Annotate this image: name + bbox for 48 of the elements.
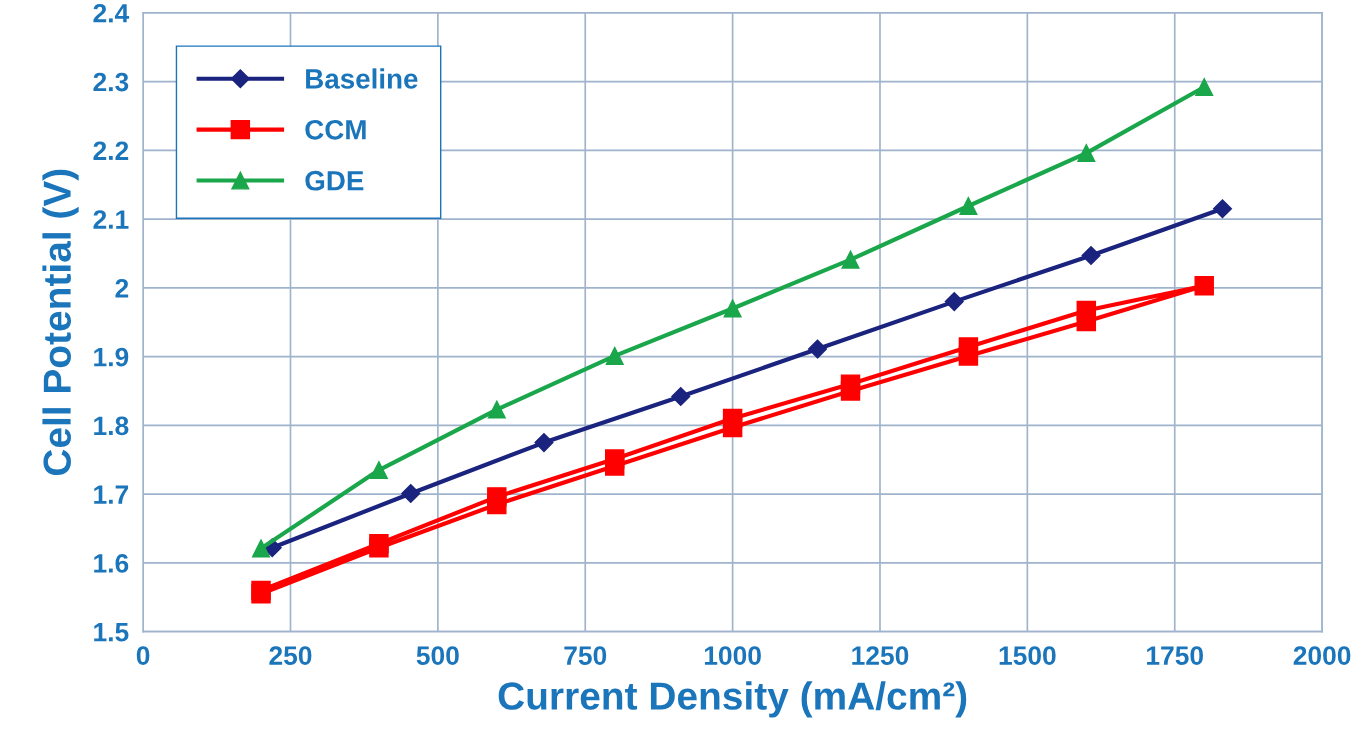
point <box>369 538 389 558</box>
point <box>605 346 624 365</box>
legend-label: Baseline <box>306 68 418 89</box>
legend-label: CCM <box>305 119 366 140</box>
x-tick-label: 1250 <box>852 646 909 665</box>
x-tick-label: 1000 <box>704 646 761 665</box>
x-tick-label: 1500 <box>999 646 1056 665</box>
x-tick-label: 500 <box>416 646 459 665</box>
x-tick-label: 250 <box>269 646 312 665</box>
y-tick-label: 2.2 <box>93 141 129 160</box>
point <box>251 539 271 558</box>
y-tick-label: 1.9 <box>94 347 129 367</box>
legend-label: GDE <box>305 170 364 191</box>
point <box>369 461 388 480</box>
point <box>840 381 861 401</box>
point <box>487 400 506 419</box>
point <box>487 494 507 515</box>
x-tick-label: 750 <box>564 646 607 665</box>
point <box>1076 311 1097 332</box>
y-tick-label: 1.5 <box>94 623 129 642</box>
point <box>401 483 421 503</box>
x-axis-title: Current Density (mA/cm²) <box>498 681 967 718</box>
point <box>671 386 691 407</box>
y-axis-title: Cell Potential (V) <box>42 169 79 476</box>
y-tick-label: 2.1 <box>93 210 129 229</box>
y-tick-label: 2.3 <box>93 72 129 92</box>
y-tick-label: 2.4 <box>93 3 130 23</box>
point <box>1194 276 1214 296</box>
y-tick-label: 1.7 <box>94 485 129 504</box>
point <box>958 346 979 366</box>
point <box>534 433 554 453</box>
point <box>841 250 860 269</box>
x-tick-label: 0 <box>136 646 150 665</box>
point <box>1081 245 1101 266</box>
point <box>807 339 828 359</box>
y-tick-label: 2 <box>115 278 129 298</box>
point <box>959 196 978 216</box>
point <box>944 292 964 312</box>
point <box>1195 78 1214 97</box>
y-tick-label: 1.8 <box>94 416 129 436</box>
point <box>604 456 625 476</box>
point <box>1077 144 1096 163</box>
x-tick-label: 2000 <box>1293 646 1351 665</box>
y-tick-label: 1.6 <box>94 554 129 573</box>
x-tick-label: 1750 <box>1147 646 1204 665</box>
point <box>722 417 743 438</box>
point <box>1212 199 1233 219</box>
point <box>723 299 742 318</box>
